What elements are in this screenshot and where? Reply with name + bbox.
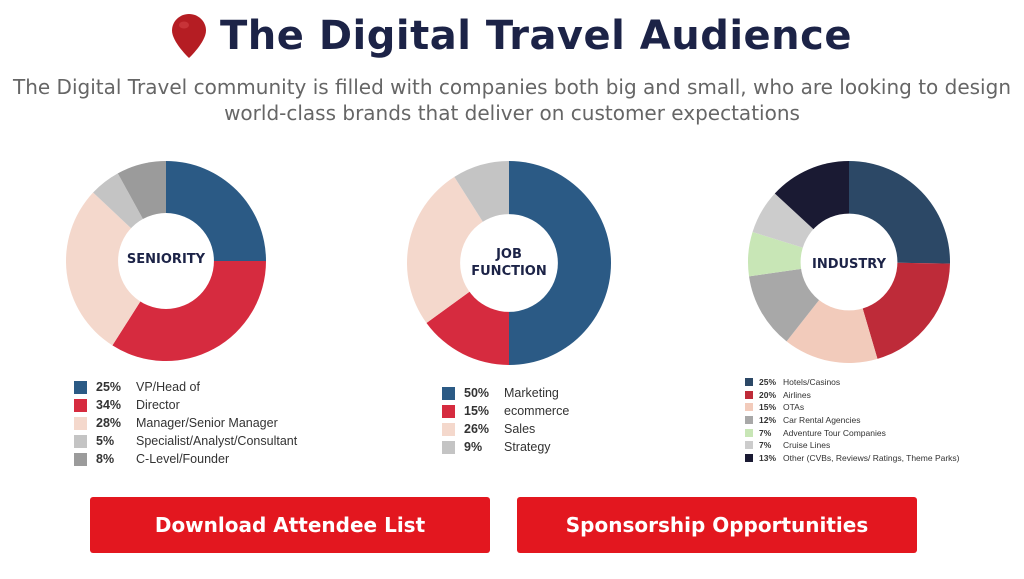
legend-label: Specialist/Analyst/Consultant: [136, 434, 298, 448]
download-attendee-list-button[interactable]: Download Attendee List: [90, 497, 490, 553]
location-pin-highlight: [179, 21, 189, 29]
legend-swatch: [745, 416, 753, 425]
legend-percent: 25%: [759, 377, 777, 388]
legend-percent: 9%: [464, 440, 483, 454]
sponsorship-opportunities-button[interactable]: Sponsorship Opportunities: [517, 497, 917, 553]
legend-item: 5% Specialist/Analyst/Consultant: [74, 432, 297, 450]
legend-label: Other (CVBs, Reviews/ Ratings, Theme Par…: [783, 452, 960, 463]
legend-swatch: [745, 441, 753, 450]
legend-percent: 26%: [464, 422, 490, 436]
legend-label: Airlines: [783, 389, 811, 400]
legend-swatch: [745, 378, 753, 387]
page-title: The Digital Travel Audience: [220, 13, 852, 59]
donut-slice-manager-senior-manager: [65, 192, 166, 346]
legend-item: 50% Marketing: [442, 384, 569, 402]
legend-label: Car Rental Agencies: [783, 415, 861, 426]
location-pin-shape: [172, 14, 206, 58]
legend-item: 15% OTAs: [745, 401, 960, 414]
industry-donut-chart: [746, 159, 952, 365]
legend-item: 25% VP/Head of: [74, 378, 297, 396]
legend-label: Cruise Lines: [783, 440, 831, 451]
legend-label: C-Level/Founder: [136, 452, 230, 466]
seniority-donut-chart: [64, 159, 268, 363]
legend-label: Adventure Tour Companies: [783, 427, 886, 438]
legend-item: 20% Airlines: [745, 389, 960, 402]
donut-hole: [800, 213, 898, 311]
legend-label: Manager/Senior Manager: [136, 416, 278, 430]
legend-label: Strategy: [504, 440, 551, 454]
legend-item: 26% Sales: [442, 420, 569, 438]
legend-percent: 50%: [464, 386, 490, 400]
legend-swatch: [442, 386, 455, 400]
legend-percent: 28%: [96, 416, 122, 430]
legend-percent: 8%: [96, 452, 115, 466]
legend-label: Sales: [504, 422, 536, 436]
legend-item: 7% Adventure Tour Companies: [745, 426, 960, 439]
subtitle-line-1: The Digital Travel community is filled w…: [13, 75, 1011, 99]
seniority-donut-svg: [65, 161, 266, 361]
job-function-donut-chart: [405, 159, 613, 367]
legend-swatch: [745, 453, 753, 462]
legend-percent: 13%: [759, 452, 777, 463]
legend-percent: 20%: [759, 389, 777, 400]
subtitle-line-2: world-class brands that deliver on custo…: [224, 101, 800, 125]
title-row: The Digital Travel Audience: [0, 8, 1024, 64]
donut-hole: [460, 214, 558, 312]
legend-item: 13% Other (CVBs, Reviews/ Ratings, Theme …: [745, 452, 960, 465]
legend-swatch: [74, 434, 87, 448]
legend-percent: 12%: [759, 415, 777, 426]
legend-swatch: [745, 390, 753, 399]
seniority-center-label: SENIORITY: [126, 252, 206, 267]
job-function-center-label: JOB FUNCTION: [459, 246, 559, 280]
legend-item: 34% Director: [74, 396, 297, 414]
legend-label: VP/Head of: [136, 380, 200, 394]
job-function-donut-svg: [406, 161, 611, 365]
legend-item: 7% Cruise Lines: [745, 439, 960, 452]
job-function-legend: 50% Marketing 15% ecommerce 26% Sales 9% Strate…: [442, 384, 569, 456]
donut-slice-marketing: [509, 161, 611, 365]
legend-swatch: [74, 380, 87, 394]
donut-hole: [118, 213, 214, 309]
donut-slice-sales: [406, 176, 509, 323]
location-pin-icon: [172, 14, 206, 58]
legend-item: 12% Car Rental Agencies: [745, 414, 960, 427]
legend-percent: 5%: [96, 434, 115, 448]
legend-swatch: [745, 428, 753, 437]
legend-swatch: [74, 416, 87, 430]
legend-percent: 7%: [759, 427, 772, 438]
job-function-center-label-line: FUNCTION: [471, 264, 547, 279]
industry-donut-svg: [748, 161, 950, 363]
legend-item: 28% Manager/Senior Manager: [74, 414, 297, 432]
legend-swatch: [745, 403, 753, 412]
legend-percent: 15%: [464, 404, 490, 418]
legend-swatch: [74, 452, 87, 466]
legend-item: 8% C-Level/Founder: [74, 450, 297, 468]
legend-swatch: [74, 398, 87, 412]
legend-label: Marketing: [504, 386, 559, 400]
legend-label: Director: [136, 398, 180, 412]
legend-swatch: [442, 440, 455, 454]
legend-item: 9% Strategy: [442, 438, 569, 456]
industry-center-label: INDUSTRY: [811, 257, 886, 272]
seniority-legend: 25% VP/Head of 34% Director 28% Manager/Senio…: [74, 378, 297, 468]
legend-label: Hotels/Casinos: [783, 377, 841, 388]
job-function-center-label-line: JOB: [496, 247, 522, 262]
legend-percent: 7%: [759, 440, 772, 451]
legend-percent: 34%: [96, 398, 122, 412]
legend-percent: 15%: [759, 402, 777, 413]
page-subtitle: The Digital Travel community is filled w…: [0, 74, 1024, 126]
legend-percent: 25%: [96, 380, 122, 394]
page-header: The Digital Travel Audience: [0, 8, 1024, 64]
legend-swatch: [442, 404, 455, 418]
legend-label: OTAs: [783, 402, 805, 413]
legend-swatch: [442, 422, 455, 436]
legend-item: 15% ecommerce: [442, 402, 569, 420]
legend-item: 25% Hotels/Casinos: [745, 376, 960, 389]
legend-label: ecommerce: [504, 404, 570, 418]
industry-legend: 25% Hotels/Casinos 20% Airlines 15% OTAs 12% Ca…: [745, 376, 960, 464]
